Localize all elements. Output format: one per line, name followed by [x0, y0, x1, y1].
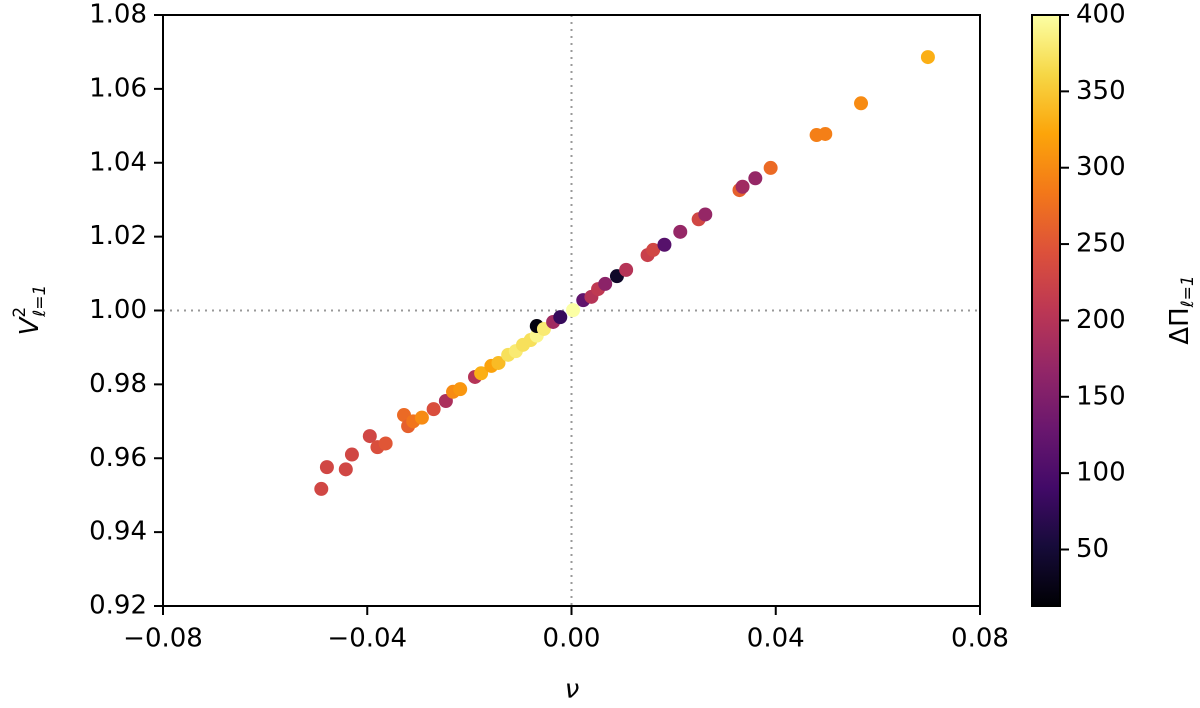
- x-tick-label: −0.08: [123, 624, 203, 654]
- point: [657, 237, 672, 252]
- x-tick-label: −0.04: [327, 624, 407, 654]
- colorbar-label: ΔΠℓ=1: [1165, 275, 1199, 344]
- point: [319, 460, 334, 475]
- colorbar-label-sub: ℓ=1: [1178, 275, 1198, 308]
- x-tick-label: 0.04: [747, 624, 805, 654]
- colorbar-tick-label: 350: [1076, 76, 1126, 106]
- colorbar-tick-label: 400: [1076, 0, 1126, 30]
- colorbar-tick-label: 200: [1076, 305, 1126, 335]
- x-tick-label: 0.08: [951, 624, 1009, 654]
- colorbar-label-base: ΔΠ: [1165, 307, 1195, 344]
- y-tick-label: 1.04: [89, 147, 147, 177]
- y-tick-label: 1.02: [89, 221, 147, 251]
- point: [474, 366, 489, 381]
- point: [920, 50, 935, 65]
- point: [453, 382, 468, 397]
- point: [491, 355, 506, 370]
- y-tick-label: 1.00: [89, 295, 147, 325]
- y-tick-label: 0.96: [89, 443, 147, 473]
- colorbar-tick-label: 300: [1076, 152, 1126, 182]
- point: [553, 310, 568, 325]
- y-axis-label: V2ℓ=1: [10, 285, 50, 336]
- point: [818, 126, 833, 141]
- point: [598, 276, 613, 291]
- colorbar: [1031, 14, 1061, 607]
- colorbar-tick-label: 50: [1076, 534, 1109, 564]
- y-tick-label: 1.06: [89, 73, 147, 103]
- point: [619, 262, 634, 277]
- point: [414, 410, 429, 425]
- point: [314, 481, 329, 496]
- y-label-sup: 2: [10, 307, 30, 318]
- y-label-base: V: [15, 315, 45, 335]
- point: [763, 160, 778, 175]
- point: [362, 429, 377, 444]
- point: [748, 171, 763, 186]
- x-axis-label: ν: [565, 675, 580, 705]
- colorbar-tick-label: 150: [1076, 381, 1126, 411]
- y-tick-label: 1.08: [89, 0, 147, 30]
- point: [338, 462, 353, 477]
- point: [698, 207, 713, 222]
- point: [646, 242, 661, 257]
- point: [735, 179, 750, 194]
- y-tick-label: 0.94: [89, 517, 147, 547]
- y-tick-label: 0.98: [89, 369, 147, 399]
- point: [426, 402, 441, 417]
- y-tick-label: 0.92: [89, 591, 147, 621]
- point: [854, 96, 869, 111]
- x-tick-label: 0.00: [543, 624, 601, 654]
- point: [344, 447, 359, 462]
- point: [378, 436, 393, 451]
- point: [673, 224, 688, 239]
- point: [566, 303, 581, 318]
- colorbar-tick-label: 250: [1076, 229, 1126, 259]
- y-label-sub: ℓ=1: [30, 285, 50, 318]
- colorbar-tick-label: 100: [1076, 458, 1126, 488]
